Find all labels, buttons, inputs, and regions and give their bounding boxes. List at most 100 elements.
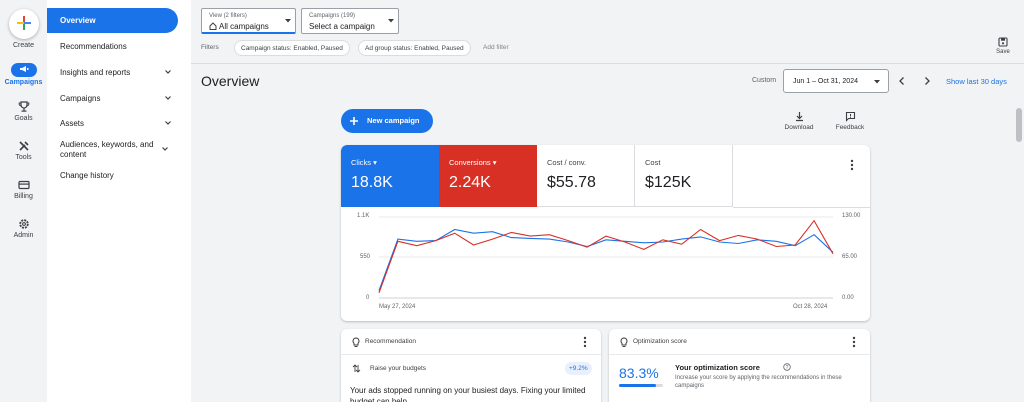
metric-conversions[interactable]: Conversions ▾ 2.24K	[439, 145, 537, 207]
add-filter-link[interactable]: Add filter	[483, 44, 509, 51]
gear-icon	[18, 219, 29, 229]
show-last-30-days-link[interactable]: Show last 30 days	[946, 77, 1007, 86]
chevron-left-icon[interactable]	[897, 76, 907, 86]
metric-row-divider	[733, 207, 870, 208]
create-button[interactable]: Create	[0, 9, 47, 49]
metric-conversions-value: 2.24K	[449, 174, 491, 191]
chevron-down-icon	[165, 121, 171, 125]
rail-tools-label: Tools	[15, 154, 32, 161]
dropdown-arrow-icon: ▾	[373, 158, 377, 167]
view-label: View (2 filters)	[209, 13, 247, 19]
optimization-score: 83.3%	[619, 365, 659, 381]
save-button[interactable]: Save	[992, 37, 1014, 55]
rail-campaigns[interactable]: Campaigns	[0, 63, 47, 86]
feedback-icon	[845, 111, 855, 122]
y-right-tick: 0.00	[842, 295, 854, 301]
save-icon	[998, 37, 1008, 47]
nav-recommendations-label: Recommendations	[60, 42, 127, 51]
dropdown-arrow-icon	[388, 19, 394, 23]
line-chart	[378, 216, 834, 299]
lightbulb-icon	[352, 337, 360, 347]
view-value: All campaigns	[219, 22, 269, 31]
x-end-label: Oct 28, 2024	[793, 304, 828, 310]
rail-goals[interactable]: Goals	[0, 101, 47, 122]
dropdown-arrow-icon: ▾	[492, 158, 497, 167]
campaign-selector[interactable]: Campaigns (199) Select a campaign	[301, 8, 399, 34]
score-progress-fill	[619, 384, 656, 387]
card-divider	[341, 354, 601, 355]
optimization-heading: Your optimization score	[675, 363, 760, 372]
scrollbar-track[interactable]	[1015, 96, 1023, 402]
score-progress-bar	[619, 384, 663, 387]
rail-billing-label: Billing	[14, 193, 33, 200]
chevron-right-icon[interactable]	[922, 76, 932, 86]
metric-cost-per-conv-value: $55.78	[547, 174, 596, 191]
date-range-picker[interactable]: Jun 1 – Oct 31, 2024	[783, 69, 889, 93]
view-dropdown[interactable]: View (2 filters) All campaigns	[201, 8, 296, 34]
series-line-clicks	[378, 228, 834, 291]
help-icon[interactable]: ?	[783, 363, 791, 371]
chevron-down-icon	[162, 147, 168, 151]
nav-item-insights[interactable]: Insights and reports	[60, 68, 178, 77]
save-label: Save	[996, 49, 1010, 55]
lift-badge: +9.2%	[565, 362, 592, 375]
filters-label: Filters	[201, 44, 219, 51]
new-campaign-label: New campaign	[367, 116, 420, 125]
nav-campaigns-label: Campaigns	[60, 94, 101, 103]
rail-billing[interactable]: Billing	[0, 179, 47, 200]
rail-admin[interactable]: Admin	[0, 218, 47, 239]
nav-item-recommendations[interactable]: Recommendations	[60, 42, 178, 51]
campaigns-count-label: Campaigns (199)	[309, 13, 356, 19]
nav-item-audiences[interactable]: Audiences, keywords, and content	[60, 140, 160, 160]
nav-item-overview[interactable]: Overview	[47, 8, 178, 33]
nav-overview-label: Overview	[60, 16, 96, 25]
chevron-down-icon	[165, 96, 171, 100]
custom-label: Custom	[752, 77, 777, 84]
y-right-tick: 130.00	[842, 213, 861, 219]
y-left-tick: 550	[360, 254, 371, 260]
metric-clicks-value: 18.8K	[351, 174, 393, 191]
more-vert-icon[interactable]	[852, 336, 856, 348]
more-vert-icon[interactable]	[583, 336, 587, 348]
tools-icon	[18, 141, 29, 151]
x-start-label: May 27, 2024	[379, 304, 416, 310]
download-icon	[795, 112, 803, 122]
optimization-card: Optimization score 83.3% Your optimizati…	[609, 329, 870, 402]
nav-item-change-history[interactable]: Change history	[60, 171, 178, 180]
plus-icon	[16, 16, 31, 30]
optimization-description: Increase your score by applying the reco…	[675, 375, 842, 389]
dropdown-arrow-icon	[285, 19, 291, 23]
lightbulb-icon	[620, 337, 628, 347]
dropdown-arrow-icon	[874, 80, 880, 84]
feedback-button[interactable]: Feedback	[830, 111, 870, 131]
download-button[interactable]: Download	[780, 111, 818, 131]
filter-chip-campaign-status[interactable]: Campaign status: Enabled, Paused	[234, 40, 350, 56]
more-vert-icon[interactable]	[850, 159, 854, 171]
metric-cost-label: Cost	[645, 158, 661, 167]
nav-audiences-label: Audiences, keywords, and content	[60, 140, 154, 159]
recommendation-title: Recommendation	[365, 338, 416, 345]
nav-history-label: Change history	[60, 171, 114, 180]
series-line-conversions	[378, 219, 834, 293]
optimization-title: Optimization score	[633, 338, 687, 345]
rail-tools[interactable]: Tools	[0, 140, 47, 161]
card-divider	[609, 354, 870, 355]
plus-icon	[350, 117, 358, 125]
campaign-selector-value: Select a campaign	[309, 22, 375, 31]
nav-assets-label: Assets	[60, 119, 85, 128]
metric-cost-per-conv[interactable]: Cost / conv. $55.78	[537, 145, 635, 207]
scrollbar-thumb[interactable]	[1016, 108, 1022, 142]
recommendation-item[interactable]: Raise your budgets	[370, 365, 427, 372]
rail-goals-label: Goals	[14, 115, 33, 122]
header-divider	[191, 63, 1024, 64]
download-label: Download	[784, 124, 814, 131]
nav-item-campaigns[interactable]: Campaigns	[60, 94, 178, 103]
new-campaign-button[interactable]: New campaign	[341, 109, 433, 133]
metric-cost[interactable]: Cost $125K	[635, 145, 733, 207]
filter-chip-adgroup-status[interactable]: Ad group status: Enabled, Paused	[358, 40, 471, 56]
feedback-label: Feedback	[835, 124, 865, 131]
metric-clicks[interactable]: Clicks ▾ 18.8K	[341, 145, 439, 207]
nav-item-assets[interactable]: Assets	[60, 119, 178, 128]
metric-conversions-label: Conversions	[449, 158, 491, 167]
create-label: Create	[12, 42, 34, 49]
